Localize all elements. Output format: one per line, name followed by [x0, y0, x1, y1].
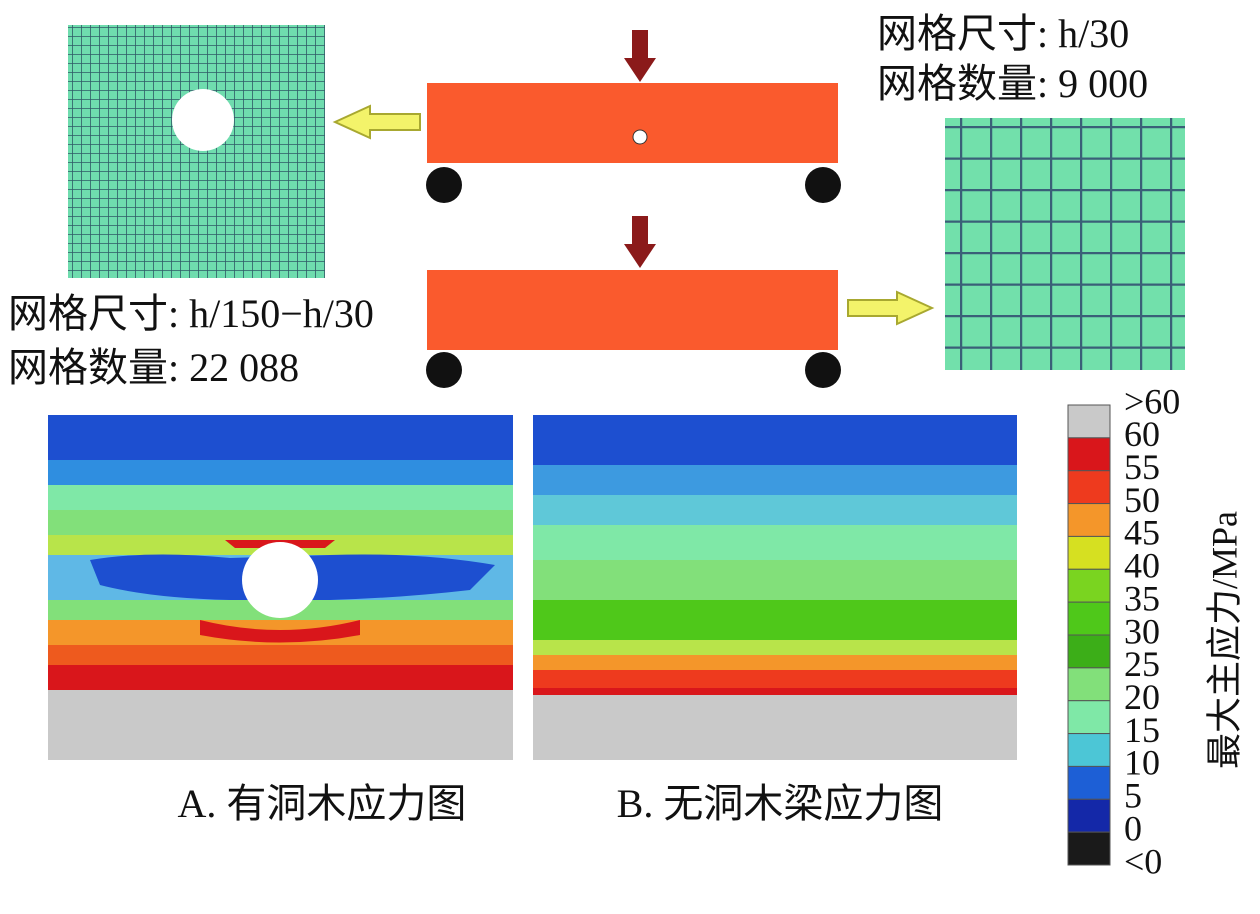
colorbar-label: 30	[1124, 611, 1160, 651]
panel-caption: A. 有洞木应力图	[178, 781, 467, 826]
colorbar-label: 50	[1124, 480, 1160, 520]
colorbar-title: 最大主应力/MPa	[1204, 511, 1244, 769]
colorbar-segment	[1067, 437, 1111, 472]
colorbar-segment	[1067, 503, 1111, 537]
colorbar-segment	[1067, 535, 1111, 570]
colorbar-segment	[1067, 601, 1111, 636]
mesh-size-label: 网格尺寸: h/30	[877, 11, 1129, 56]
colorbar-label: 20	[1124, 677, 1160, 717]
arrow-left	[332, 104, 421, 140]
colorbar-label: 60	[1124, 414, 1160, 454]
colorbar-label: 0	[1124, 808, 1142, 848]
colorbar-label: 55	[1124, 447, 1160, 487]
colorbar-label: 15	[1124, 710, 1160, 750]
colorbar-segment	[1067, 798, 1111, 833]
colorbar-segment	[1067, 404, 1111, 439]
colorbar-label: 40	[1124, 546, 1160, 586]
stress-map-a	[48, 415, 513, 760]
colorbar-segment	[1067, 634, 1111, 669]
colorbar-segment	[1067, 765, 1111, 800]
mesh-count-label: 网格数量: 9 000	[877, 61, 1148, 106]
colorbar-segment	[1067, 470, 1111, 505]
stress-map-b	[533, 415, 1017, 760]
colorbar-segment	[1067, 831, 1111, 866]
colorbar-label: 45	[1124, 513, 1160, 553]
mesh-size-label: 网格尺寸: h/150−h/30	[8, 291, 374, 336]
coarse-mesh	[945, 118, 1185, 370]
colorbar-segment	[1067, 733, 1111, 767]
colorbar-label: 25	[1124, 644, 1160, 684]
arrow-right	[847, 290, 935, 326]
beam-no-hole	[426, 216, 841, 388]
colorbar-segment	[1067, 568, 1111, 603]
colorbar-segment	[1067, 700, 1111, 735]
mesh-count-label: 网格数量: 22 088	[8, 345, 299, 390]
colorbar-label: 35	[1124, 578, 1160, 618]
colorbar-segment	[1067, 667, 1111, 702]
panel-caption: B. 无洞木梁应力图	[617, 781, 944, 826]
colorbar-label: >60	[1124, 381, 1180, 421]
colorbar-label: 5	[1124, 776, 1142, 816]
colorbar-label: <0	[1124, 841, 1162, 881]
beam-with-hole	[426, 30, 841, 203]
fine-mesh	[68, 25, 325, 278]
colorbar-label: 10	[1124, 743, 1160, 783]
